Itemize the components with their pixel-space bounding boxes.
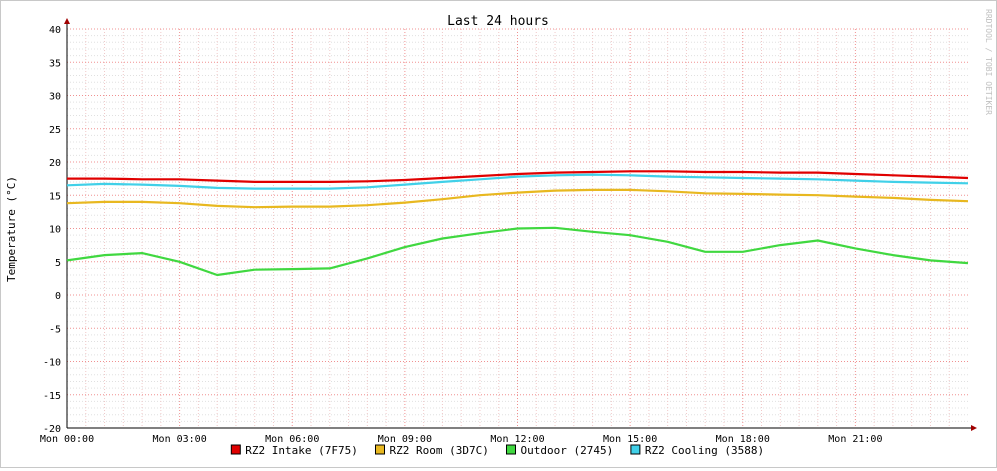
chart-title: Last 24 hours: [447, 14, 549, 29]
x-tick-label: Mon 21:00: [828, 434, 882, 445]
series-line-rz2-cooling-3588: [66, 173, 969, 190]
x-tick-label: Mon 09:00: [378, 434, 432, 445]
y-tick-label: 25: [49, 125, 61, 136]
y-tick-label: 40: [49, 25, 61, 36]
x-tick-label: Mon 03:00: [153, 434, 207, 445]
y-axis-label: Temperature (°C): [5, 176, 18, 282]
watermark: RRDTOOL / TOBI OETIKER: [984, 9, 993, 115]
legend-label: RZ2 Cooling (3588): [645, 444, 764, 457]
legend-swatch: [375, 444, 385, 455]
x-tick-label: Mon 18:00: [716, 434, 770, 445]
grid: [66, 28, 968, 429]
legend-label: RZ2 Room (3D7C): [390, 444, 489, 457]
y-tick-label: 20: [49, 158, 61, 169]
legend-label: Outdoor (2745): [521, 444, 614, 457]
y-tick-label: -15: [43, 391, 61, 402]
x-axis-arrow: [971, 425, 977, 431]
legend-swatch: [506, 444, 516, 455]
legend-swatch: [630, 444, 641, 455]
series-line-outdoor-2745: [66, 226, 969, 277]
x-tick-label: Mon 12:00: [490, 434, 544, 445]
y-tick-label: 0: [55, 291, 61, 302]
x-tick-label: Mon 06:00: [265, 434, 319, 445]
y-tick-label: 35: [49, 58, 61, 69]
x-tick-label: Mon 15:00: [603, 434, 657, 445]
series-line-rz2-intake-7f75: [67, 170, 969, 183]
series-line-rz2-room-3d7c: [66, 188, 969, 209]
y-tick-label: -10: [43, 358, 61, 369]
legend-swatch: [230, 444, 241, 455]
legend-label: RZ2 Intake (7F75): [245, 444, 358, 457]
y-tick-label: 10: [49, 225, 61, 236]
x-tick-label: Mon 00:00: [40, 434, 94, 445]
y-tick-label: -20: [43, 424, 61, 435]
y-tick-label: -5: [49, 324, 61, 335]
y-tick-label: 30: [49, 92, 61, 103]
y-tick-label: 15: [49, 191, 61, 202]
series-lines: [66, 170, 969, 277]
legend: RZ2 Intake (7F75) RZ2 Room (3D7C) Outdoor …: [230, 444, 764, 457]
y-tick-label: 5: [55, 258, 61, 269]
y-axis-arrow: [64, 18, 70, 24]
